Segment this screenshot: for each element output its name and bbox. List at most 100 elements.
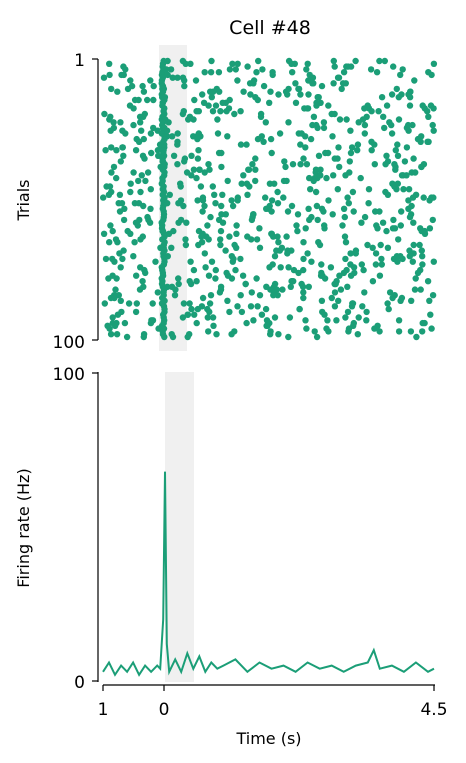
spike-dot [331, 63, 338, 70]
spike-dot [111, 322, 119, 329]
spike-dot [390, 216, 397, 224]
spike-dot [392, 147, 399, 154]
spike-dot [219, 99, 226, 107]
spike-dot [399, 255, 406, 263]
spike-dot [399, 66, 406, 73]
spike-dot [315, 152, 323, 159]
spike-dot [330, 57, 337, 65]
spike-dot [313, 202, 321, 210]
spike-dot [246, 183, 253, 190]
spike-dot [289, 161, 297, 168]
spike-dot [338, 85, 345, 93]
spike-dot [212, 200, 219, 207]
spike-dot [239, 272, 247, 279]
spike-dot [394, 152, 402, 159]
spike-dot [300, 255, 307, 263]
spike-dot [195, 241, 202, 249]
spike-dot [336, 163, 343, 171]
spike-dot [376, 328, 383, 335]
spike-dot [311, 328, 318, 335]
spike-dot [216, 88, 223, 95]
spike-dot [364, 241, 371, 249]
spike-dot [108, 85, 115, 93]
spike-dot [303, 161, 311, 168]
spike-dot [342, 80, 349, 87]
spike-dot [320, 208, 327, 215]
spike-dot [292, 80, 299, 87]
spike-dot [113, 174, 120, 182]
spike-dot [340, 69, 348, 76]
spike-dot [249, 161, 256, 168]
raster-panel: Cell #48 1 100 Trials [14, 17, 438, 353]
spike-dot [247, 91, 254, 98]
spike-dot [375, 108, 382, 115]
spike-dot [398, 208, 405, 215]
spike-dot [212, 102, 220, 109]
spike-dot [296, 305, 303, 313]
spike-dot [348, 144, 356, 151]
spike-dot [330, 172, 337, 179]
spike-dot [371, 325, 378, 332]
spike-dot [395, 317, 403, 324]
spike-dot [321, 311, 328, 318]
spike-dot [207, 213, 214, 221]
spike-dot [208, 57, 215, 65]
spike-dot [320, 119, 328, 126]
spike-dot [336, 272, 343, 279]
spike-dot [269, 71, 276, 79]
rate-ylabel: Firing rate (Hz) [14, 468, 33, 587]
spike-dot [304, 250, 311, 257]
spike-dot [347, 149, 355, 157]
spike-dot [247, 303, 255, 310]
spike-dot [117, 264, 124, 271]
spike-dot [233, 244, 240, 251]
spike-dot [232, 66, 239, 73]
spike-dot [187, 258, 194, 265]
spike-dot [228, 197, 235, 204]
spike-dot [268, 197, 276, 204]
spike-dot [217, 108, 224, 115]
rate-ytick-label-0: 0 [74, 673, 85, 693]
spike-dot [306, 216, 313, 224]
spike-dot [169, 333, 177, 341]
spike-dot [349, 188, 357, 196]
spike-dot [310, 177, 317, 185]
spike-dot [234, 60, 241, 67]
spike-dot [361, 130, 368, 137]
spike-dot [395, 94, 402, 101]
spike-dot [335, 297, 342, 304]
spike-dot [205, 161, 212, 168]
spike-dot [369, 244, 376, 251]
spike-dot [166, 191, 173, 198]
spike-dot [140, 88, 148, 95]
spike-dot [379, 219, 387, 226]
spike-dot [161, 333, 168, 341]
spike-dot [110, 119, 117, 126]
spike-dot [309, 121, 316, 129]
spike-dot [284, 250, 291, 257]
spike-dot [416, 241, 423, 249]
spike-dot [398, 172, 406, 179]
spike-dot [267, 135, 275, 143]
spike-dot [172, 286, 179, 293]
spike-dot [346, 158, 353, 165]
spike-dot [406, 94, 414, 101]
spike-dot [274, 200, 282, 207]
spike-dot [260, 138, 267, 145]
spike-dot [140, 202, 147, 210]
spike-dot [426, 197, 433, 204]
spike-dot [302, 133, 309, 140]
spike-dot [169, 74, 176, 81]
spike-dot [130, 169, 137, 176]
spike-dot [219, 191, 226, 198]
spike-dot [360, 266, 367, 274]
spike-dot [378, 261, 385, 268]
spike-dot [139, 278, 146, 285]
spike-dot [294, 211, 302, 218]
spike-dot [181, 82, 188, 90]
spike-dot [135, 177, 142, 185]
spike-dot [280, 194, 287, 201]
spike-dot [333, 317, 340, 324]
spike-dot [347, 63, 355, 70]
rate-panel: 100 0 1 0 4.5 Time (s) Firing rate (Hz) [14, 365, 448, 748]
